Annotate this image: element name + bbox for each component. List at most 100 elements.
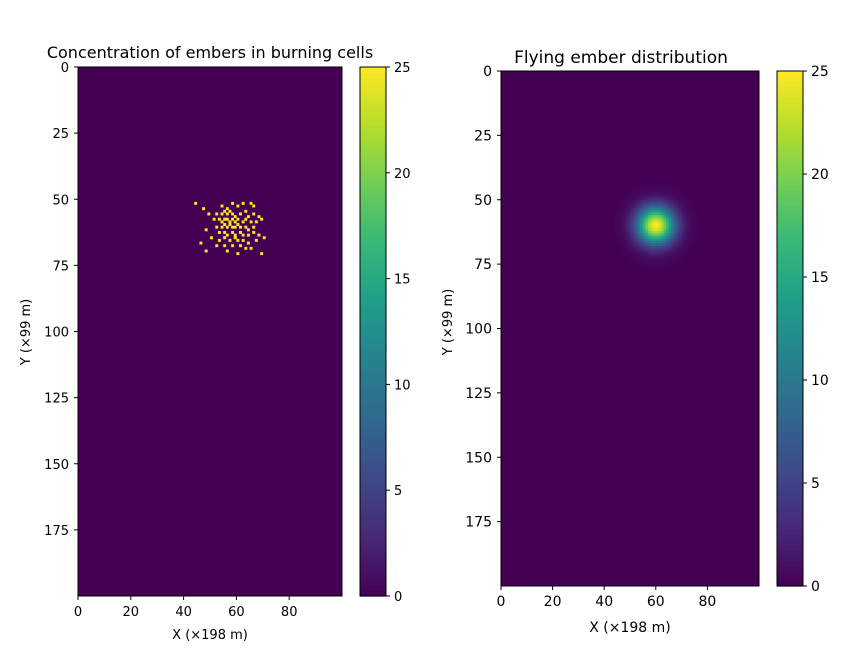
left-colorbar-tick-label: 10 — [394, 378, 411, 393]
right-heatmap-cell — [632, 230, 636, 234]
right-heatmap-cell — [668, 243, 672, 247]
right-heatmap-cell — [632, 222, 636, 226]
right-heatmap-cell — [671, 184, 675, 188]
right-heatmap-cell — [653, 192, 657, 195]
right-heatmap-cell — [663, 261, 667, 265]
right-heatmap-cell — [663, 197, 667, 201]
right-heatmap-cell — [681, 225, 685, 229]
right-colorbar-segment — [777, 534, 803, 541]
left-colorbar-segment — [360, 548, 386, 555]
right-heatmap-cell — [668, 246, 672, 250]
right-heatmap-cell — [640, 228, 644, 232]
right-colorbar-segment — [777, 307, 803, 314]
left-colorbar-segment — [360, 405, 386, 412]
right-heatmap-cell — [681, 251, 685, 255]
right-heatmap-cell — [694, 240, 698, 244]
right-heatmap-cell — [637, 184, 641, 188]
right-heatmap-cell — [686, 243, 690, 247]
right-heatmap-cell — [663, 240, 667, 244]
left-colorbar-segment — [360, 410, 386, 417]
right-heatmap-cell — [627, 228, 631, 232]
right-y-tick-label: 100 — [465, 322, 492, 338]
left-heatmap-cell — [215, 225, 219, 229]
right-heatmap-cell — [689, 222, 693, 226]
right-heatmap-cell — [632, 194, 636, 198]
right-heatmap-cell — [666, 235, 670, 239]
right-heatmap-cell — [655, 248, 659, 252]
right-heatmap-cell — [653, 238, 657, 242]
left-heatmap-cell — [239, 212, 242, 216]
right-heatmap-cell — [658, 184, 662, 188]
right-heatmap-cell — [617, 207, 621, 211]
left-y-tick-label: 75 — [52, 259, 69, 274]
right-heatmap-cell — [640, 235, 644, 239]
left-heatmap-cell — [217, 230, 221, 234]
right-heatmap-cell — [660, 220, 664, 224]
right-colorbar-segment — [777, 421, 803, 427]
right-heatmap-cell — [642, 220, 646, 224]
right-heatmap-cell — [622, 220, 626, 224]
right-heatmap-cell — [637, 189, 641, 193]
right-heatmap-cell — [686, 207, 690, 211]
right-heatmap-cell — [676, 212, 680, 216]
right-heatmap-cell — [637, 212, 641, 216]
right-heatmap-cell — [642, 261, 646, 265]
right-heatmap-cell — [684, 253, 688, 257]
right-colorbar-segment — [777, 436, 803, 443]
right-colorbar-segment — [777, 513, 803, 520]
right-heatmap-cell — [637, 225, 641, 229]
left-colorbar-segment — [360, 553, 386, 560]
right-x-tick-label: 0 — [497, 594, 506, 610]
left-heatmap-cell — [244, 225, 248, 229]
right-heatmap-cell — [689, 233, 693, 237]
right-heatmap-cell — [689, 243, 693, 247]
right-colorbar-segment — [777, 101, 803, 108]
right-heatmap-cell — [681, 253, 685, 257]
right-heatmap-cell — [642, 238, 646, 242]
right-colorbar-segment — [777, 457, 803, 463]
right-heatmap-cell — [624, 240, 628, 244]
right-colorbar-segment — [777, 441, 803, 448]
right-heatmap-cell — [637, 210, 641, 214]
left-colorbar-segment — [360, 373, 386, 380]
right-heatmap-cell — [679, 261, 682, 265]
right-heatmap-cell — [655, 199, 659, 203]
left-colorbar-segment — [360, 347, 386, 354]
left-heatmap-cell — [231, 244, 235, 248]
right-heatmap-cell — [663, 202, 667, 206]
right-heatmap-cell — [642, 253, 646, 257]
left-colorbar-segment — [360, 400, 386, 407]
right-heatmap-cell — [653, 261, 657, 265]
left-heatmap-cell — [252, 204, 256, 208]
right-heatmap-cell — [637, 220, 641, 224]
right-heatmap-cell — [640, 266, 644, 270]
left-colorbar-segment — [360, 146, 386, 153]
right-heatmap-cell — [632, 212, 636, 216]
left-colorbar-segment — [360, 72, 386, 79]
right-heatmap-cell — [663, 215, 667, 219]
right-heatmap-cell — [630, 225, 633, 229]
left-y-axis: 0 25 50 75 100 125 150 175 — [44, 61, 78, 539]
right-heatmap-cell — [642, 256, 646, 260]
right-heatmap-cell — [614, 215, 618, 219]
left-heatmap-cell — [236, 238, 240, 242]
right-colorbar-segment — [777, 549, 803, 556]
right-heatmap-cell — [681, 189, 685, 193]
right-colorbar-segment — [777, 385, 803, 391]
right-heatmap-cell — [681, 197, 685, 201]
right-heatmap-cell — [681, 194, 685, 198]
right-heatmap-cell — [614, 212, 618, 216]
right-heatmap-cell — [691, 199, 695, 203]
right-heatmap-cell — [624, 204, 628, 208]
left-colorbar-segment — [360, 289, 386, 296]
left-colorbar-segment — [360, 521, 386, 528]
left-colorbar-segment — [360, 257, 386, 264]
left-x-tick-label: 80 — [281, 605, 298, 620]
right-heatmap-cell — [668, 184, 672, 188]
right-heatmap-cell — [648, 248, 652, 252]
left-colorbar-segment — [360, 141, 386, 147]
right-heatmap-cell — [663, 251, 667, 255]
right-heatmap-cell — [658, 230, 662, 234]
right-heatmap-cell — [642, 228, 646, 232]
right-heatmap-cell — [668, 266, 672, 270]
